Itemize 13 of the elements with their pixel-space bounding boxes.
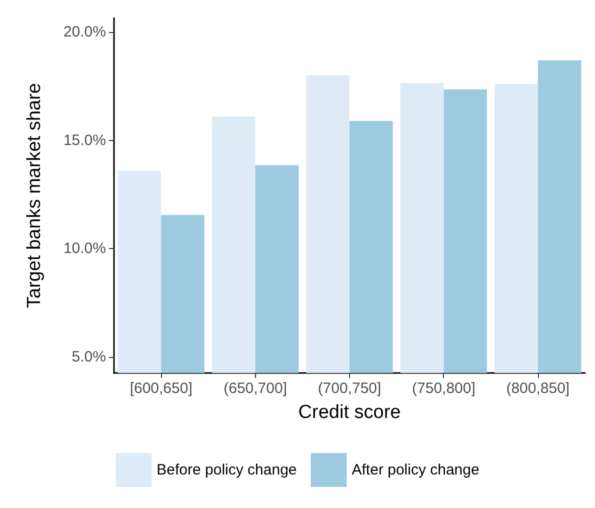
x-tick-label: [600,650]	[130, 380, 192, 397]
legend-label: After policy change	[352, 462, 480, 478]
x-tick-label: (650,700]	[224, 380, 287, 397]
x-tick-label: (750,800]	[412, 380, 476, 397]
x-tick-label: (700,750]	[318, 380, 382, 397]
y-tick-label: 10.0%	[63, 240, 106, 258]
x-axis-title: Credit score	[298, 402, 401, 423]
legend-label: Before policy change	[156, 462, 297, 478]
y-axis-title: Target banks market share	[24, 83, 45, 308]
y-tick-label: 15.0%	[63, 132, 106, 149]
y-tick-label: 20.0%	[63, 24, 106, 41]
x-tick-label: (800,850]	[506, 380, 570, 397]
y-tick-label: 5.0%	[72, 348, 106, 366]
